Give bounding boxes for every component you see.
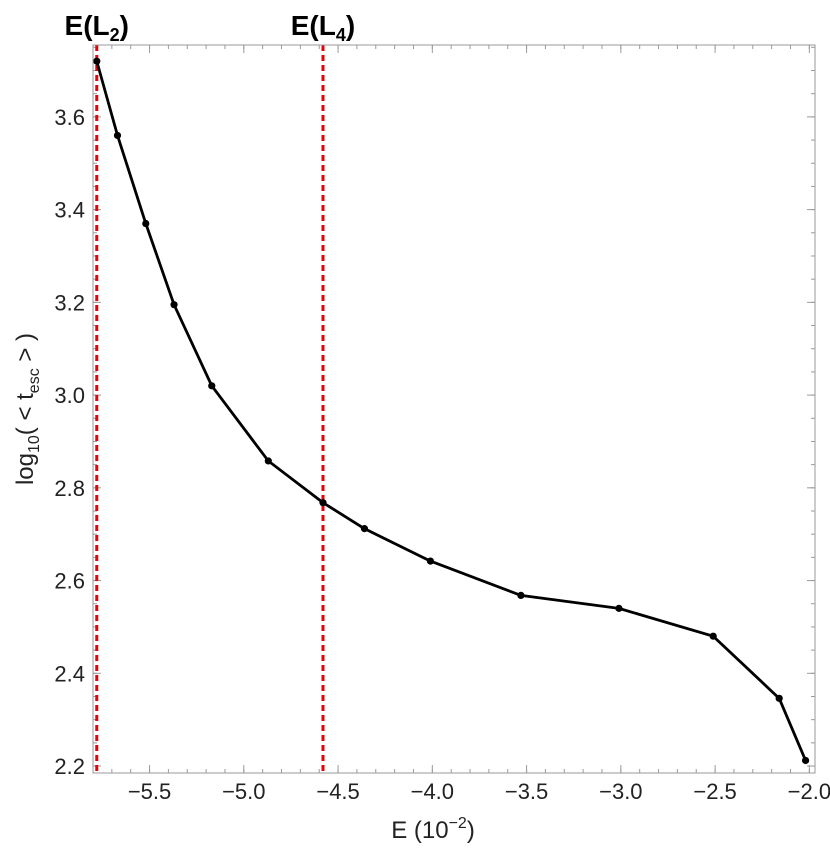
- y-tick-label: 3.0: [54, 383, 85, 408]
- data-point: [775, 694, 783, 702]
- y-axis-label-mid: ( < t: [12, 393, 39, 435]
- data-point: [264, 457, 272, 465]
- data-point: [801, 756, 810, 765]
- data-point: [208, 382, 216, 390]
- x-tick-label: −3.5: [505, 779, 548, 804]
- y-axis-label: log10( < tesc > ): [12, 333, 43, 485]
- x-tick-label: −3.0: [599, 779, 642, 804]
- reference-line-label: E(L4): [291, 10, 355, 45]
- y-axis-label-subscript: esc: [26, 368, 43, 393]
- x-tick-label: −2.5: [693, 779, 736, 804]
- data-point: [319, 499, 327, 507]
- data-point: [615, 604, 623, 612]
- x-axis-label-exponent: −2: [449, 815, 467, 832]
- marker-labels-layer: E(L2) E(L4): [65, 10, 356, 45]
- data-point: [170, 301, 178, 309]
- data-point: [517, 591, 525, 600]
- reference-line-label: E(L2): [65, 10, 129, 45]
- y-tick-label: 2.8: [54, 476, 85, 501]
- data-point: [709, 632, 717, 640]
- x-axis-label-main: E (10: [391, 817, 448, 844]
- y-tick-label: 3.4: [54, 198, 85, 223]
- x-tick-label: −4.0: [411, 779, 454, 804]
- tick-labels-layer: −5.5 −5.0 −4.5 −4.0 −3.5 −3.0 −2.5 −2.0 2.2 2.4 2.…: [54, 105, 830, 804]
- x-axis-label: E (10−2): [391, 815, 475, 844]
- data-point: [360, 525, 369, 533]
- x-tick-label: −5.0: [222, 779, 265, 804]
- y-axis-label-post: > ): [12, 333, 39, 368]
- x-axis-label-close: ): [467, 817, 475, 844]
- x-tick-label: −5.5: [128, 779, 171, 804]
- x-tick-label: −4.5: [316, 779, 359, 804]
- series-layer: [93, 57, 810, 765]
- data-point: [113, 131, 122, 140]
- ticks-layer: [93, 45, 815, 773]
- y-tick-label: 2.2: [54, 754, 85, 779]
- y-tick-label: 2.4: [54, 661, 85, 686]
- y-axis-label-base: 10: [26, 435, 43, 453]
- y-tick-label: 3.2: [54, 290, 85, 315]
- y-axis-label-log: log: [12, 453, 39, 485]
- y-tick-label: 2.6: [54, 569, 85, 594]
- data-point: [426, 557, 435, 565]
- series-line: [95, 60, 807, 762]
- reference-lines-layer: [95, 45, 325, 773]
- x-tick-label: −2.0: [788, 779, 830, 804]
- data-point: [93, 57, 101, 65]
- plot-frame: [92, 44, 816, 774]
- y-tick-label: 3.6: [54, 105, 85, 130]
- data-point: [142, 219, 150, 228]
